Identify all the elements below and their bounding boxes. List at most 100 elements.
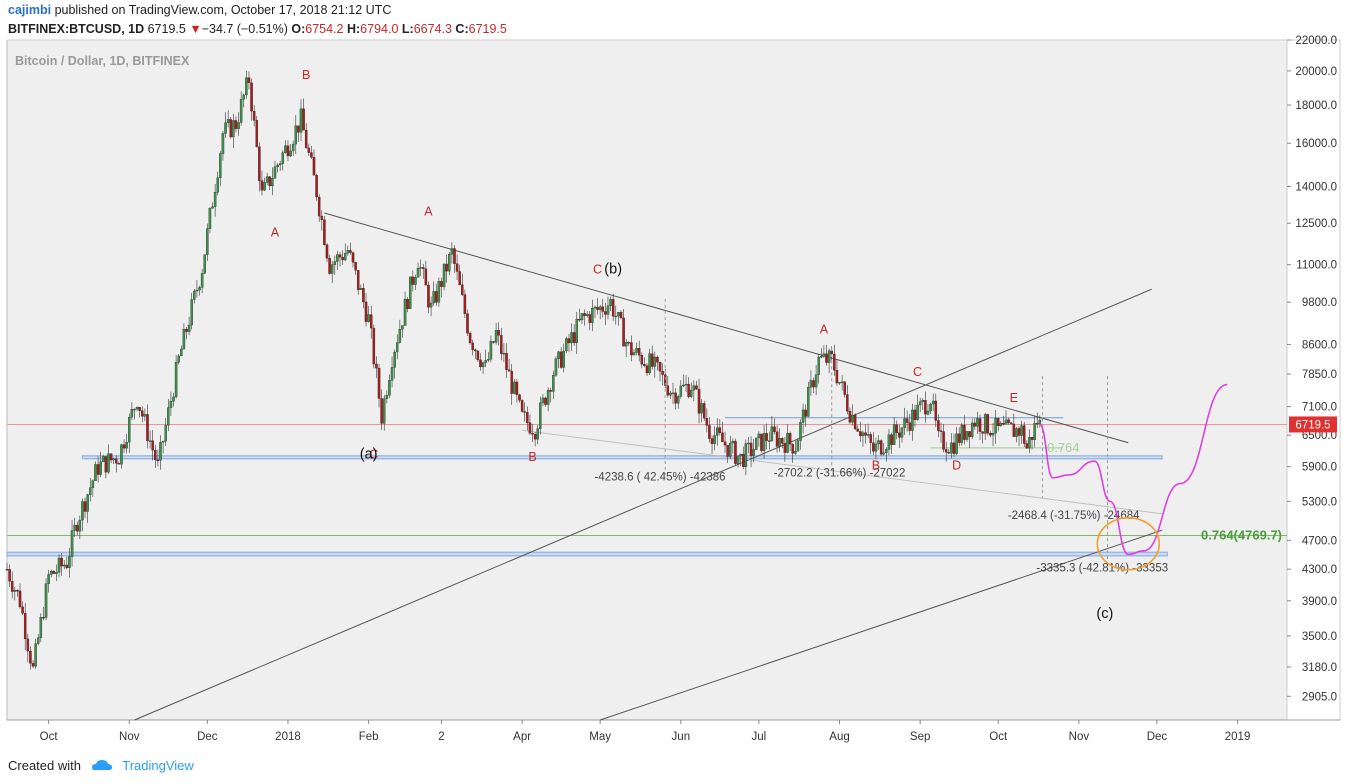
candle-body bbox=[31, 663, 35, 667]
candle-body bbox=[866, 434, 870, 436]
candle-body bbox=[62, 564, 66, 567]
candle-body bbox=[502, 352, 506, 355]
candle-body bbox=[726, 445, 729, 457]
change-value: −34.7 (−0.51%) bbox=[201, 22, 288, 36]
candle-body bbox=[1030, 437, 1034, 440]
x-tick-label: Jul bbox=[752, 731, 767, 743]
ohlc-line: BITFINEX:BTCUSD, 1D 6719.5 ▼−34.7 (−0.51… bbox=[8, 22, 507, 36]
candle-body bbox=[796, 440, 800, 452]
tradingview-logo-icon[interactable] bbox=[91, 758, 113, 775]
candle-body bbox=[999, 423, 1003, 427]
candle-body bbox=[991, 433, 995, 436]
published-text: published on TradingView.com, October 17… bbox=[54, 3, 392, 17]
x-tick-label: 2018 bbox=[275, 731, 301, 743]
tradingview-link[interactable]: TradingView bbox=[122, 758, 194, 773]
candle-body bbox=[624, 342, 628, 347]
chart-title: Bitcoin / Dollar, 1D, BITFINEX bbox=[15, 54, 190, 68]
candle-body bbox=[169, 401, 173, 408]
candle-body bbox=[996, 418, 1000, 427]
candle-body bbox=[1007, 419, 1010, 423]
candle-body bbox=[310, 152, 313, 158]
candle-body bbox=[768, 440, 771, 442]
author-link[interactable]: cajimbi bbox=[8, 3, 52, 17]
candle-body bbox=[172, 396, 175, 402]
candle-body bbox=[924, 400, 927, 415]
candle-body bbox=[1009, 422, 1013, 425]
candle-body bbox=[273, 166, 277, 179]
candle-body bbox=[986, 414, 990, 434]
candle-body bbox=[710, 438, 714, 444]
candle-body bbox=[458, 271, 461, 286]
candle-body bbox=[325, 244, 329, 259]
candle-body bbox=[474, 349, 477, 352]
candle-body bbox=[377, 367, 381, 399]
candle-body bbox=[809, 380, 813, 388]
candle-body bbox=[83, 501, 87, 512]
candle-body bbox=[783, 443, 787, 453]
candle-body bbox=[523, 411, 526, 413]
candle-body bbox=[411, 276, 415, 285]
candle-body bbox=[994, 418, 997, 434]
candle-body bbox=[130, 409, 134, 418]
candle-body bbox=[450, 248, 454, 255]
candle-body bbox=[617, 312, 620, 317]
candle-body bbox=[492, 341, 495, 343]
candle-body bbox=[976, 418, 979, 427]
candle-body bbox=[632, 352, 636, 356]
candle-body bbox=[892, 424, 896, 445]
candle-body bbox=[926, 410, 930, 415]
candle-body bbox=[965, 431, 969, 440]
last-price-tag bbox=[1289, 416, 1337, 433]
candle-body bbox=[39, 617, 43, 639]
candle-body bbox=[853, 414, 857, 430]
candle-body bbox=[107, 453, 110, 473]
candle-body bbox=[343, 253, 347, 261]
candle-body bbox=[372, 327, 376, 365]
high-value: 6794.0 bbox=[360, 22, 399, 36]
candle-body bbox=[708, 425, 711, 439]
candle-body bbox=[833, 353, 836, 371]
candle-body bbox=[437, 281, 441, 303]
y-tick-label: 22000.0 bbox=[1295, 35, 1337, 47]
candle-body bbox=[799, 422, 802, 441]
last-price-tag-label: 6719.5 bbox=[1295, 419, 1330, 431]
candle-body bbox=[1017, 428, 1021, 436]
candle-body bbox=[234, 120, 238, 129]
candle-body bbox=[825, 353, 828, 363]
candle-body bbox=[770, 426, 774, 441]
candle-body bbox=[1002, 423, 1005, 425]
x-tick-label: Apr bbox=[513, 731, 531, 743]
candle-body bbox=[143, 414, 147, 417]
candle-body bbox=[65, 564, 69, 568]
candle-body bbox=[942, 431, 945, 450]
candle-body bbox=[1033, 423, 1036, 440]
candle-body bbox=[250, 82, 253, 112]
candle-body bbox=[989, 433, 992, 436]
candle-body bbox=[500, 335, 503, 354]
candle-body bbox=[242, 94, 245, 100]
candle-body bbox=[180, 348, 183, 357]
candle-body bbox=[872, 442, 875, 452]
candle-body bbox=[583, 313, 586, 316]
candle-body bbox=[622, 317, 625, 347]
candle-body bbox=[317, 196, 321, 217]
y-tick-label: 4700.0 bbox=[1302, 535, 1337, 547]
candle-body bbox=[606, 305, 610, 315]
candle-body bbox=[494, 330, 498, 343]
candle-body bbox=[49, 571, 53, 575]
target-circle bbox=[1096, 516, 1161, 571]
candle-body bbox=[640, 354, 644, 365]
candle-body bbox=[291, 143, 295, 152]
candle-body bbox=[533, 434, 537, 440]
candle-body bbox=[432, 291, 435, 304]
candle-body bbox=[635, 348, 638, 353]
candle-body bbox=[349, 250, 352, 253]
candle-body bbox=[520, 400, 524, 412]
candle-body bbox=[36, 637, 40, 644]
candle-body bbox=[255, 120, 259, 147]
candle-body bbox=[1028, 437, 1031, 449]
wave-degree-label: (b) bbox=[604, 262, 622, 278]
wave-degree-label: (a) bbox=[360, 446, 378, 462]
x-tick-label: 2019 bbox=[1225, 731, 1251, 743]
